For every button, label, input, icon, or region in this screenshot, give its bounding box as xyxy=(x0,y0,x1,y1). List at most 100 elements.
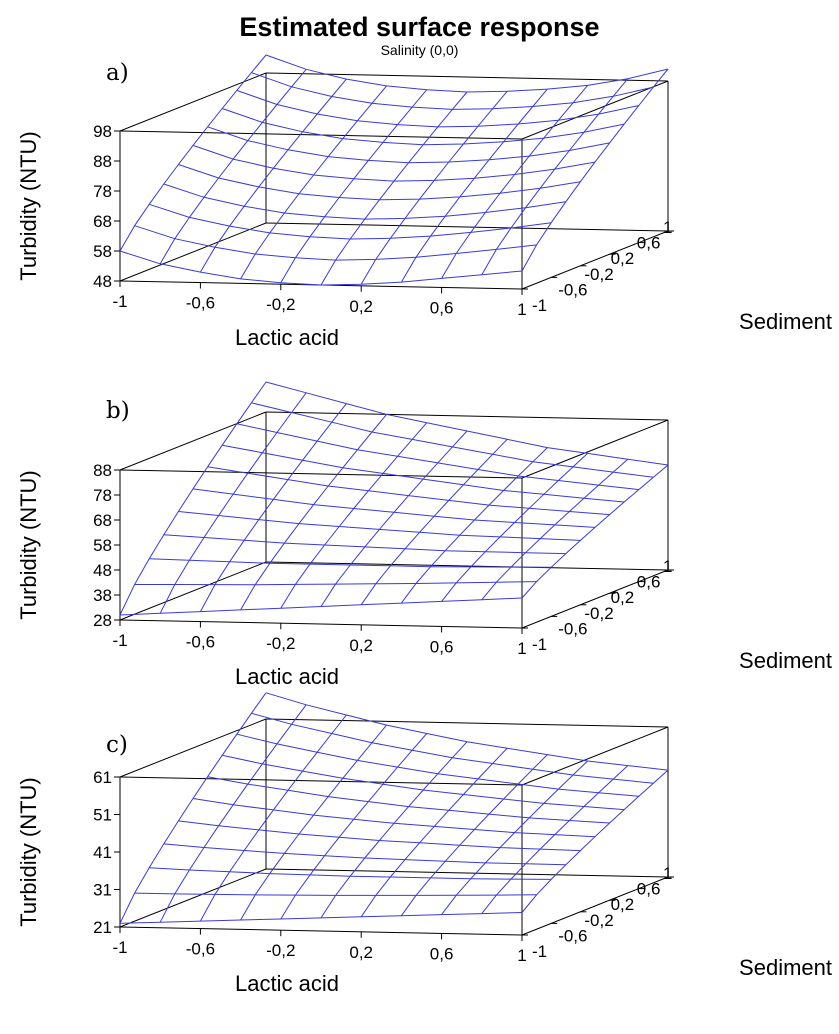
x-tick-label: -0,6 xyxy=(186,294,215,313)
panel-letter: b) xyxy=(106,398,130,424)
box-edge xyxy=(119,776,523,786)
x-tick-label: 0,2 xyxy=(349,636,373,655)
y-tick-label: -1 xyxy=(532,635,547,654)
y-tick-label: -0,6 xyxy=(558,926,587,945)
surface-mesh-line xyxy=(481,765,629,914)
surface-mesh-line xyxy=(280,733,428,920)
surface-mesh-line xyxy=(400,447,548,604)
surface-mesh-line xyxy=(192,144,596,182)
z-tick-label: 61 xyxy=(93,768,112,787)
x-tick-label: 0,2 xyxy=(349,943,373,962)
surface-mesh-line xyxy=(441,453,588,602)
box-edge xyxy=(521,876,669,936)
surface-mesh-line xyxy=(207,776,610,824)
x-axis-label: Lactic acid xyxy=(235,664,339,689)
surface-mesh-line xyxy=(240,414,387,611)
box-edge xyxy=(521,230,669,290)
y-axis-label: Sediment xyxy=(739,309,832,334)
surface-mesh-line xyxy=(178,164,581,201)
x-tick-label: -0,2 xyxy=(266,941,295,960)
y-tick-label: 1 xyxy=(663,557,672,576)
surface-mesh-line xyxy=(441,85,588,279)
surface-mesh-line xyxy=(207,126,610,164)
y-tick-label: -0,2 xyxy=(584,604,613,623)
y-tick-label: 0,2 xyxy=(611,588,635,607)
box-edge xyxy=(265,411,669,421)
surface-mesh-line xyxy=(481,458,629,601)
surface-mesh-line xyxy=(236,423,639,491)
z-tick-label: 78 xyxy=(93,486,112,505)
z-tick-label: 58 xyxy=(93,242,112,261)
box-edge xyxy=(119,926,523,936)
box-edge xyxy=(119,222,267,282)
x-axis-label: Lactic acid xyxy=(235,971,339,996)
z-tick-label: 48 xyxy=(93,272,112,291)
surface-mesh-line xyxy=(521,68,669,272)
surface-mesh-line xyxy=(441,760,588,915)
x-tick-label: 1 xyxy=(517,946,526,965)
x-tick-label: -1 xyxy=(112,292,127,311)
surface-mesh-line xyxy=(320,430,468,607)
surface-mesh-line xyxy=(159,392,307,614)
surface-mesh-line xyxy=(163,843,566,866)
surface-mesh-line xyxy=(119,381,267,616)
x-tick-label: 1 xyxy=(517,300,526,319)
surface-mesh-line xyxy=(178,511,581,541)
box-edge xyxy=(521,419,669,479)
surface-mesh-line xyxy=(320,741,468,919)
panel-letter: c) xyxy=(106,732,128,758)
surface-mesh-line xyxy=(265,692,669,771)
x-tick-label: 1 xyxy=(517,639,526,658)
surface-mesh-line xyxy=(521,769,669,913)
figure-title: Estimated surface response xyxy=(239,12,600,42)
y-tick-label: -0,6 xyxy=(558,619,587,638)
surface-mesh-line xyxy=(521,464,669,599)
y-axis-label: Sediment xyxy=(739,955,832,980)
z-tick-label: 98 xyxy=(93,122,112,141)
box-edge xyxy=(521,80,669,140)
surface-mesh-line xyxy=(178,820,581,852)
surface-mesh-line xyxy=(400,754,548,916)
z-tick-label: 68 xyxy=(93,212,112,231)
z-axis-label: Turbidity (NTU) xyxy=(16,777,41,927)
y-tick-label: 1 xyxy=(663,218,672,237)
box-edge xyxy=(265,222,669,232)
y-tick-label: 0,6 xyxy=(637,880,661,899)
x-tick-label: -1 xyxy=(112,631,127,650)
x-tick-label: 0,6 xyxy=(430,944,454,963)
surface-mesh-line xyxy=(240,724,387,921)
box-edge xyxy=(119,868,267,928)
z-tick-label: 58 xyxy=(93,536,112,555)
box-edge xyxy=(265,718,669,728)
surface-mesh-line xyxy=(119,692,267,924)
y-axis-label: Sediment xyxy=(739,648,832,673)
y-tick-label: 0,6 xyxy=(637,573,661,592)
figure-subtitle: Salinity (0,0) xyxy=(380,42,459,58)
surface-mesh-line xyxy=(236,733,639,797)
y-tick-label: 1 xyxy=(663,864,672,883)
y-tick-label: -0,2 xyxy=(584,911,613,930)
surface-mesh-line xyxy=(265,54,669,93)
surface-mesh-line xyxy=(280,422,428,609)
surface-mesh-line xyxy=(163,183,566,220)
surface-mesh-line xyxy=(192,798,596,838)
box-edge xyxy=(119,561,267,621)
z-axis-label: Turbidity (NTU) xyxy=(16,470,41,620)
y-tick-label: -1 xyxy=(532,942,547,961)
surface-mesh-line xyxy=(280,89,428,283)
x-axis-label: Lactic acid xyxy=(235,325,339,350)
x-tick-label: -0,6 xyxy=(186,940,215,959)
box-edge xyxy=(265,868,669,878)
box-edge xyxy=(265,561,669,571)
z-tick-label: 78 xyxy=(93,182,112,201)
surface-mesh-line xyxy=(199,403,347,612)
x-tick-label: -0,2 xyxy=(266,295,295,314)
surface-mesh-line xyxy=(119,250,523,286)
surface-mesh-line xyxy=(360,438,508,606)
surface-mesh-line xyxy=(119,54,267,252)
surface-mesh-line xyxy=(159,68,307,265)
x-tick-label: -0,6 xyxy=(186,633,215,652)
x-tick-label: -0,2 xyxy=(266,634,295,653)
surface-mesh-line xyxy=(360,747,508,918)
